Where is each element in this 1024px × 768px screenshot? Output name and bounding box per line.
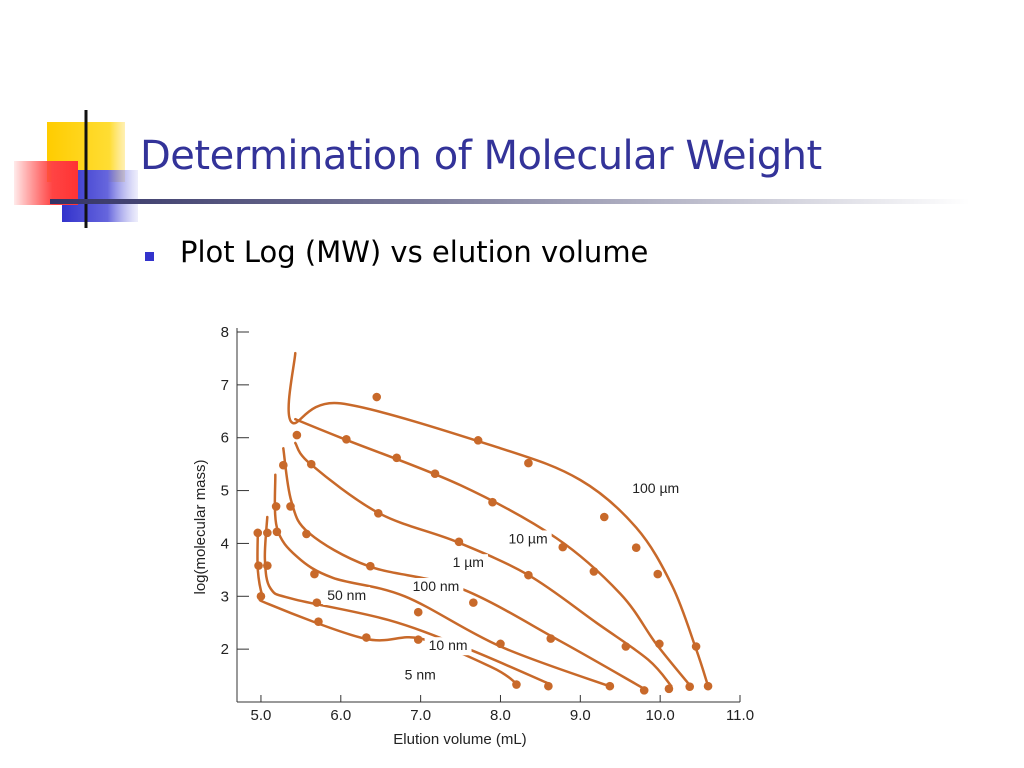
series-label-background <box>408 578 464 596</box>
data-point <box>312 598 322 607</box>
y-tick-label: 8 <box>221 324 229 341</box>
x-tick-label: 7.0 <box>410 707 431 724</box>
data-point <box>310 569 319 579</box>
data-point <box>272 527 282 537</box>
data-point <box>664 684 674 694</box>
data-point <box>271 502 281 511</box>
chart-series-lines <box>256 351 710 691</box>
series-label: 100 nm <box>413 578 460 594</box>
series-label-background <box>628 480 684 499</box>
data-point <box>263 528 272 538</box>
data-point <box>639 686 649 695</box>
chart-ticks: 5.0 6.0 7.0 8.0 9.0 10.0 11.0 2 3 4 5 6 7 8 <box>221 324 754 724</box>
bullet-text: Plot Log (MW) vs elution volume <box>180 235 649 269</box>
data-point <box>496 639 505 649</box>
data-point <box>256 591 266 601</box>
x-tick-label: 11.0 <box>726 707 754 724</box>
data-point <box>488 497 497 507</box>
data-point <box>605 681 615 691</box>
series-line-2 <box>294 441 673 688</box>
data-point <box>631 543 641 552</box>
y-tick-label: 6 <box>221 430 229 447</box>
x-tick-label: 8.0 <box>490 707 511 724</box>
data-point <box>302 529 311 539</box>
series-label-background <box>448 554 488 573</box>
data-point <box>366 561 375 571</box>
data-point <box>413 635 423 644</box>
data-point <box>621 642 631 651</box>
data-point <box>655 639 664 649</box>
data-point <box>253 528 263 538</box>
data-point <box>342 435 351 444</box>
data-point <box>263 561 272 570</box>
data-point <box>524 458 533 468</box>
series-label: 1 µm <box>453 554 484 570</box>
molecular-weight-chart: 5.0 6.0 7.0 8.0 9.0 10.0 11.0 2 3 4 5 6 7 8 100 µm 10 … <box>192 324 754 748</box>
red-square <box>14 161 78 205</box>
data-point <box>469 598 478 607</box>
data-point <box>558 542 568 552</box>
data-point <box>546 634 556 643</box>
data-point <box>653 569 663 579</box>
data-point <box>413 607 423 617</box>
x-tick-label: 10.0 <box>646 707 675 724</box>
y-axis-label: log(molecular mass) <box>192 459 209 594</box>
series-label-background <box>504 530 552 549</box>
y-tick-label: 4 <box>221 535 229 552</box>
data-point <box>473 436 483 445</box>
series-label-background <box>424 637 472 656</box>
data-point <box>306 459 316 469</box>
data-point <box>703 681 713 691</box>
series-label: 100 µm <box>632 480 679 496</box>
data-point <box>314 617 323 626</box>
y-tick-label: 7 <box>221 377 229 394</box>
data-point <box>254 561 263 570</box>
x-tick-label: 9.0 <box>570 707 591 724</box>
x-tick-label: 5.0 <box>251 707 272 724</box>
data-point <box>279 460 288 470</box>
series-label: 5 nm <box>405 666 436 682</box>
data-point <box>524 570 533 580</box>
data-point <box>392 453 401 463</box>
data-point <box>512 680 521 689</box>
data-point <box>292 430 302 440</box>
series-label: 10 nm <box>429 637 468 653</box>
slide-logo-decoration <box>14 110 138 228</box>
data-point <box>372 392 382 402</box>
data-point <box>685 682 694 691</box>
y-tick-label: 3 <box>221 588 229 605</box>
series-label: 50 nm <box>327 587 366 603</box>
x-axis-label: Elution volume (mL) <box>393 731 526 748</box>
data-point <box>589 567 599 576</box>
data-point <box>286 502 295 511</box>
series-label: 10 µm <box>508 530 547 546</box>
slide-title: Determination of Molecular Weight <box>140 133 822 179</box>
series-line-0 <box>287 351 710 688</box>
data-point <box>362 633 371 642</box>
bullet-square-icon <box>145 252 154 261</box>
chart-axes <box>236 328 740 703</box>
y-tick-label: 2 <box>221 641 229 658</box>
chart-series-labels: 100 µm 10 µm 1 µm 100 nm 50 nm 10 nm 5 nm <box>323 480 684 685</box>
title-underline <box>50 199 970 204</box>
series-label-background <box>323 586 371 605</box>
y-tick-label: 5 <box>221 483 229 500</box>
data-point <box>599 512 609 522</box>
data-point <box>374 509 383 518</box>
data-point <box>430 469 440 478</box>
data-point <box>691 642 701 651</box>
data-point <box>454 537 464 547</box>
data-point <box>544 681 553 691</box>
series-label-background <box>400 666 440 685</box>
x-tick-label: 6.0 <box>330 707 351 724</box>
